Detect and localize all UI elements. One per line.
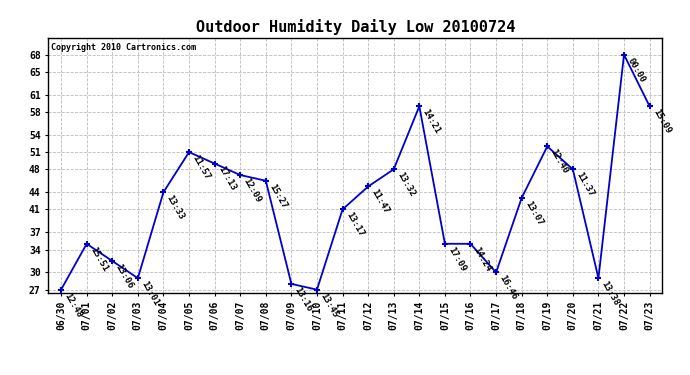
Text: 11:37: 11:37 (574, 171, 595, 198)
Text: 17:13: 17:13 (216, 165, 237, 193)
Text: 17:09: 17:09 (446, 245, 468, 273)
Text: 13:33: 13:33 (165, 194, 186, 221)
Text: 13:07: 13:07 (523, 200, 544, 227)
Text: Copyright 2010 Cartronics.com: Copyright 2010 Cartronics.com (51, 43, 197, 52)
Text: 15:27: 15:27 (267, 182, 288, 210)
Text: 14:24: 14:24 (472, 245, 493, 273)
Text: 13:45: 13:45 (318, 291, 339, 319)
Text: 13:16: 13:16 (293, 285, 314, 313)
Text: 13:17: 13:17 (344, 211, 365, 238)
Text: 00:00: 00:00 (625, 56, 647, 84)
Text: 12:09: 12:09 (241, 176, 263, 204)
Text: 13:06: 13:06 (114, 262, 135, 290)
Text: 15:09: 15:09 (651, 108, 672, 135)
Text: 16:46: 16:46 (497, 274, 519, 302)
Text: 12:40: 12:40 (549, 148, 570, 176)
Text: 15:51: 15:51 (88, 245, 109, 273)
Text: 11:47: 11:47 (370, 188, 391, 216)
Text: 14:21: 14:21 (421, 108, 442, 135)
Text: 11:57: 11:57 (190, 153, 212, 181)
Text: 12:48: 12:48 (63, 291, 83, 319)
Title: Outdoor Humidity Daily Low 20100724: Outdoor Humidity Daily Low 20100724 (196, 19, 515, 35)
Text: 13:01: 13:01 (139, 280, 161, 308)
Text: 13:38: 13:38 (600, 280, 621, 308)
Text: 13:32: 13:32 (395, 171, 416, 198)
